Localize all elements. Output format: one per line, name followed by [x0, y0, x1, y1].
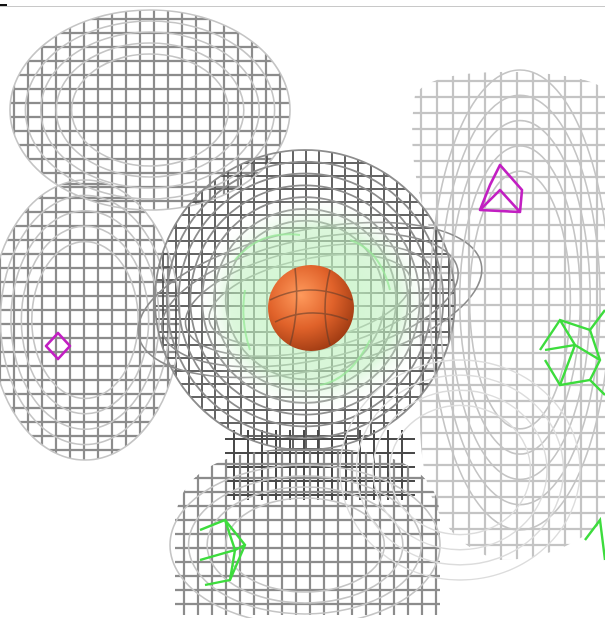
contour-bottom: [169, 464, 441, 618]
green-contour-2: [543, 359, 605, 396]
top-border-line: [0, 6, 605, 7]
contour-right-lower: [339, 359, 581, 581]
mesh-lobe-left: [0, 180, 180, 460]
contour-top-left: [9, 9, 291, 211]
green-faint-contour-0: [234, 233, 301, 261]
green-contour-4: [588, 329, 602, 381]
mesh-lobe-bottom: [175, 448, 440, 615]
green-faint-contour-1: [349, 239, 391, 291]
green-contour-8: [199, 543, 246, 562]
green-faint-contour-2: [319, 339, 371, 386]
ion-sphere: [268, 265, 354, 351]
green-contour-5: [584, 516, 605, 561]
metal-ion-sphere: [268, 265, 354, 351]
magenta-contour-left: [44, 331, 72, 361]
contour-left: [0, 179, 181, 461]
magenta-contour-right: [478, 163, 524, 214]
magenta-contour-right-inner: [479, 188, 521, 213]
green-contour-3: [558, 319, 577, 386]
green-faint-contour-3: [242, 289, 251, 351]
green-contour-0: [539, 309, 605, 351]
sphere-mesh-overlay: [269, 267, 353, 346]
corner-tick: [0, 4, 7, 6]
magenta-difference-density-mesh: [44, 163, 524, 361]
